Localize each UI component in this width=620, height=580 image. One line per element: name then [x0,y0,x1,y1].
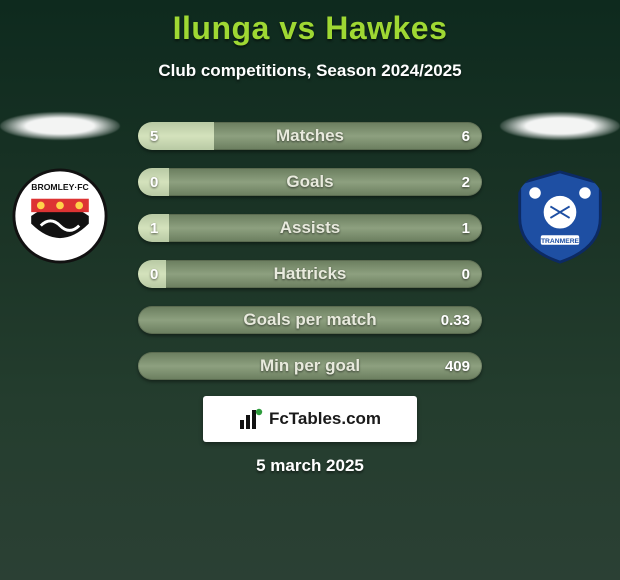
fctables-logo-icon [239,408,263,430]
stat-label: Goals [138,168,482,196]
stat-label: Goals per match [138,306,482,334]
stat-bar: 00Hattricks [138,260,482,288]
fctables-badge: FcTables.com [203,396,417,442]
subtitle: Club competitions, Season 2024/2025 [0,61,620,81]
right-player-halo [500,112,620,140]
stat-bar: 02Goals [138,168,482,196]
stat-label: Min per goal [138,352,482,380]
stat-label: Assists [138,214,482,242]
page-title: Ilunga vs Hawkes [0,0,620,47]
stat-label: Hattricks [138,260,482,288]
stat-bar: 0.33Goals per match [138,306,482,334]
comparison-bars: 56Matches 02Goals 11Assists 00Hattricks 0.33… [138,122,482,380]
date: 5 march 2025 [0,456,620,476]
tranmere-rovers-crest: TRANMERE [512,168,608,264]
stat-label: Matches [138,122,482,150]
stat-bar: 56Matches [138,122,482,150]
left-player-column: BROMLEY·FC [0,112,120,264]
left-player-halo [0,112,120,140]
svg-text:TRANMERE: TRANMERE [541,238,580,245]
bromley-fc-crest: BROMLEY·FC [12,168,108,264]
fctables-badge-text: FcTables.com [269,409,381,429]
right-player-column: TRANMERE [500,112,620,264]
svg-text:BROMLEY·FC: BROMLEY·FC [31,182,89,192]
stat-bar: 409Min per goal [138,352,482,380]
stat-bar: 11Assists [138,214,482,242]
